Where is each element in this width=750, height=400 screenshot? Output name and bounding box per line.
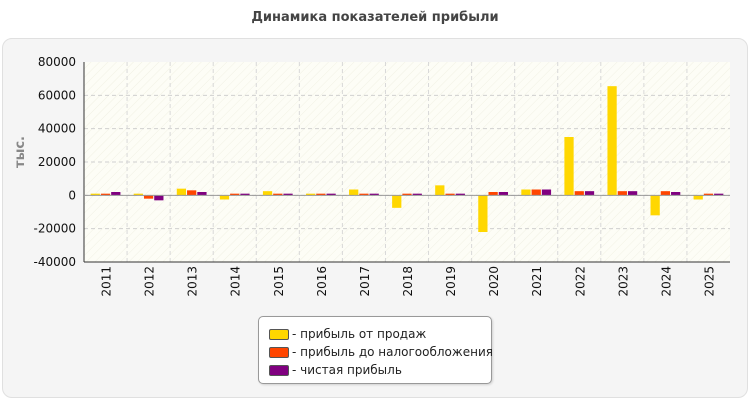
legend-item-pretax-profit: - прибыль до налогообложения <box>269 344 493 360</box>
bar-net-profit-2019 <box>455 193 465 196</box>
y-tick-label: -40000 <box>33 255 76 269</box>
x-tick-label: 2024 <box>659 266 673 297</box>
bar-pretax-profit-2014 <box>230 193 240 196</box>
y-tick-label: 40000 <box>38 122 76 136</box>
legend-item-net-profit: - чистая прибыль <box>269 362 402 378</box>
bar-net-profit-2017 <box>369 193 379 196</box>
legend-swatch <box>269 346 289 358</box>
y-tick-label: -20000 <box>33 222 76 236</box>
bar-pretax-profit-2012 <box>143 195 154 199</box>
bar-pretax-profit-2022 <box>574 191 584 196</box>
legend-label: - прибыль от продаж <box>292 327 427 341</box>
legend-swatch <box>269 328 289 340</box>
bar-net-profit-2011 <box>111 192 121 196</box>
bar-pretax-profit-2011 <box>100 193 111 196</box>
bar-sales-profit-2012 <box>133 193 143 196</box>
x-tick-label: 2012 <box>143 266 157 297</box>
y-tick-label: 20000 <box>38 155 76 169</box>
bar-net-profit-2025 <box>714 193 724 196</box>
bar-pretax-profit-2025 <box>703 193 714 196</box>
bar-pretax-profit-2020 <box>488 192 498 196</box>
bar-pretax-profit-2024 <box>660 191 671 196</box>
bar-pretax-profit-2016 <box>316 193 326 196</box>
bar-sales-profit-2013 <box>176 188 187 196</box>
y-axis-label: тыс. <box>13 136 28 168</box>
legend-label: - чистая прибыль <box>292 363 402 377</box>
x-tick-label: 2023 <box>616 266 630 297</box>
x-tick-label: 2011 <box>100 266 114 297</box>
y-tick-label: 60000 <box>38 88 76 102</box>
bar-net-profit-2013 <box>197 192 207 196</box>
x-tick-label: 2013 <box>186 266 200 297</box>
legend: - прибыль от продаж - прибыль до налогоо… <box>258 316 493 384</box>
bar-sales-profit-2011 <box>90 193 100 196</box>
x-tick-label: 2015 <box>272 266 286 297</box>
bar-pretax-profit-2017 <box>359 193 369 196</box>
bar-net-profit-2022 <box>584 191 595 196</box>
bar-sales-profit-2019 <box>435 185 445 196</box>
bar-net-profit-2020 <box>498 192 509 196</box>
bar-sales-profit-2014 <box>219 195 230 200</box>
bar-net-profit-2023 <box>627 191 638 196</box>
bar-net-profit-2021 <box>541 189 552 196</box>
bar-net-profit-2024 <box>671 192 681 196</box>
y-tick-label: 80000 <box>38 55 76 69</box>
bar-pretax-profit-2015 <box>273 193 283 196</box>
y-tick-label: 0 <box>68 188 76 202</box>
bar-net-profit-2018 <box>412 193 422 196</box>
bar-net-profit-2016 <box>326 193 336 196</box>
x-tick-label: 2017 <box>358 266 372 297</box>
bar-pretax-profit-2019 <box>445 193 455 196</box>
bar-sales-profit-2016 <box>305 193 316 196</box>
bar-pretax-profit-2018 <box>402 193 412 196</box>
bar-pretax-profit-2013 <box>187 190 197 196</box>
legend-item-sales-profit: - прибыль от продаж <box>269 326 426 342</box>
x-tick-label: 2022 <box>573 266 587 297</box>
bar-sales-profit-2015 <box>262 191 273 196</box>
bar-sales-profit-2020 <box>478 195 488 232</box>
bar-net-profit-2015 <box>283 193 293 196</box>
bar-sales-profit-2023 <box>607 86 617 196</box>
bar-sales-profit-2022 <box>564 137 574 196</box>
bar-sales-profit-2025 <box>693 195 703 200</box>
x-tick-label: 2019 <box>444 266 458 297</box>
bar-net-profit-2012 <box>154 195 164 201</box>
x-tick-label: 2014 <box>229 266 243 297</box>
bar-sales-profit-2021 <box>521 189 531 196</box>
legend-label: - прибыль до налогообложения <box>292 345 493 359</box>
bar-sales-profit-2024 <box>650 195 660 216</box>
x-tick-label: 2021 <box>530 266 544 297</box>
bar-net-profit-2014 <box>240 193 250 196</box>
axes-group: 80000 60000 40000 20000 0 -20000 -40000 2011 201… <box>33 55 730 297</box>
legend-swatch <box>269 364 289 376</box>
bars-group <box>90 86 724 232</box>
bar-pretax-profit-2023 <box>617 191 627 196</box>
bar-sales-profit-2018 <box>392 195 402 208</box>
bar-pretax-profit-2021 <box>531 189 541 196</box>
x-tick-label: 2020 <box>487 266 501 297</box>
x-tick-label: 2025 <box>702 266 716 297</box>
x-tick-label: 2018 <box>401 266 415 297</box>
x-tick-label: 2016 <box>315 266 329 297</box>
bar-sales-profit-2017 <box>349 189 359 196</box>
chart-title: Динамика показателей прибыли <box>251 10 499 25</box>
